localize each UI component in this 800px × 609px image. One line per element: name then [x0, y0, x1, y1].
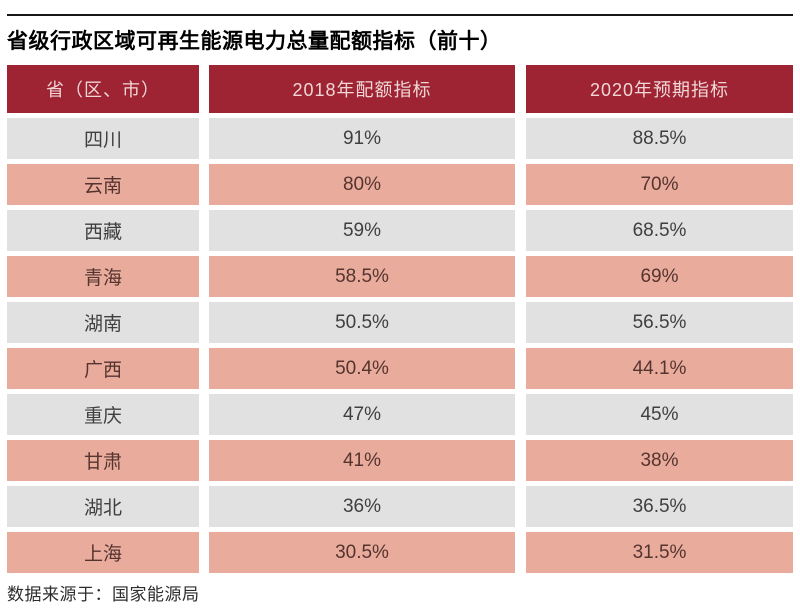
table-header: 省（区、市） 2018年配额指标 2020年预期指标 — [7, 65, 793, 113]
expected-2020-cell: 68.5% — [526, 210, 793, 251]
table-row: 云南 80% 70% — [7, 164, 793, 205]
province-cell: 广西 — [7, 348, 199, 389]
quota-2018-cell: 36% — [209, 486, 515, 527]
province-cell: 云南 — [7, 164, 199, 205]
quota-2018-cell: 80% — [209, 164, 515, 205]
table-row: 重庆 47% 45% — [7, 394, 793, 435]
column-header-2020-expected: 2020年预期指标 — [526, 65, 793, 113]
top-divider — [7, 14, 793, 16]
expected-2020-cell: 44.1% — [526, 348, 793, 389]
province-cell: 上海 — [7, 532, 199, 573]
table-row: 上海 30.5% 31.5% — [7, 532, 793, 573]
expected-2020-cell: 38% — [526, 440, 793, 481]
expected-2020-cell: 70% — [526, 164, 793, 205]
quota-2018-cell: 50.4% — [209, 348, 515, 389]
quota-2018-cell: 41% — [209, 440, 515, 481]
expected-2020-cell: 56.5% — [526, 302, 793, 343]
province-cell: 甘肃 — [7, 440, 199, 481]
quota-2018-cell: 91% — [209, 118, 515, 159]
table-row: 湖北 36% 36.5% — [7, 486, 793, 527]
quota-table: 省（区、市） 2018年配额指标 2020年预期指标 四川 91% 88.5% 云南 8… — [7, 65, 793, 578]
expected-2020-cell: 31.5% — [526, 532, 793, 573]
quota-2018-cell: 50.5% — [209, 302, 515, 343]
expected-2020-cell: 36.5% — [526, 486, 793, 527]
table-row: 湖南 50.5% 56.5% — [7, 302, 793, 343]
column-header-province: 省（区、市） — [7, 65, 199, 113]
header-row: 省（区、市） 2018年配额指标 2020年预期指标 — [7, 65, 793, 113]
table-row: 甘肃 41% 38% — [7, 440, 793, 481]
table-row: 西藏 59% 68.5% — [7, 210, 793, 251]
quota-2018-cell: 47% — [209, 394, 515, 435]
table-row: 广西 50.4% 44.1% — [7, 348, 793, 389]
quota-2018-cell: 30.5% — [209, 532, 515, 573]
quota-2018-cell: 58.5% — [209, 256, 515, 297]
page-title: 省级行政区域可再生能源电力总量配额指标（前十） — [7, 30, 502, 53]
province-cell: 青海 — [7, 256, 199, 297]
source-note: 数据来源于：国家能源局 — [7, 585, 200, 604]
province-cell: 四川 — [7, 118, 199, 159]
expected-2020-cell: 45% — [526, 394, 793, 435]
province-cell: 湖北 — [7, 486, 199, 527]
table-body: 四川 91% 88.5% 云南 80% 70% 西藏 59% 68.5% 青海 58.5% 69% 湖南… — [7, 118, 793, 573]
province-cell: 重庆 — [7, 394, 199, 435]
province-cell: 西藏 — [7, 210, 199, 251]
quota-2018-cell: 59% — [209, 210, 515, 251]
column-header-2018-quota: 2018年配额指标 — [209, 65, 515, 113]
province-cell: 湖南 — [7, 302, 199, 343]
expected-2020-cell: 69% — [526, 256, 793, 297]
table-row: 青海 58.5% 69% — [7, 256, 793, 297]
table-row: 四川 91% 88.5% — [7, 118, 793, 159]
expected-2020-cell: 88.5% — [526, 118, 793, 159]
